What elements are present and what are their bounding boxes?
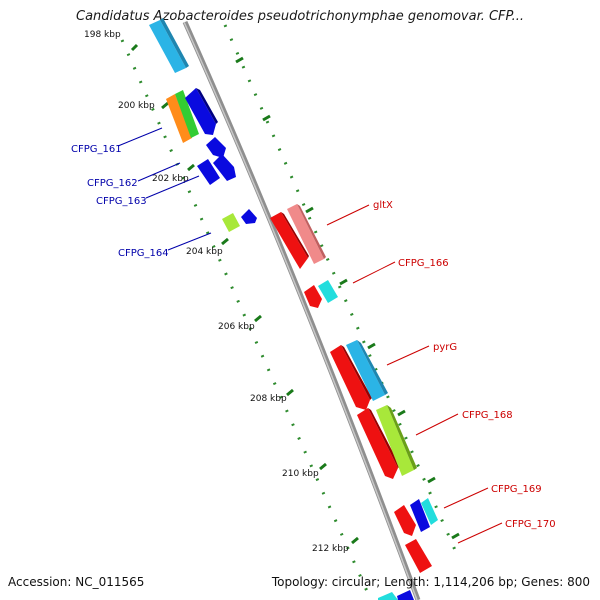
gene-cfpg166-red[interactable] [304,285,322,308]
gene-bottom-partial[interactable] [378,590,414,600]
gene-gltx-pink[interactable] [287,204,326,264]
map-title: Candidatus Azobacteroides pseudotrichony… [76,9,524,24]
label-cfpg166[interactable]: CFPG_166 [398,258,449,269]
kbp-label-210: 210 kbp [282,469,319,479]
gene-orange[interactable] [166,94,192,143]
gene-cfpg168-red[interactable] [357,408,400,479]
gene-top-skyblue[interactable] [149,18,189,73]
kbp-label-206: 206 kbp [218,322,255,332]
label-cfpg168[interactable]: CFPG_168 [462,410,513,421]
gene-cfpg163[interactable] [213,154,236,181]
gene-cfpg168-lime[interactable] [376,405,417,476]
label-cfpg163[interactable]: CFPG_163 [96,196,147,207]
gene-cfpg166-cyan[interactable] [318,280,338,303]
label-cfpg169[interactable]: CFPG_169 [491,484,542,495]
genome-backbone [182,20,421,600]
gene-cfpg169-blue[interactable] [410,499,430,532]
genome-stats-text: Topology: circular; Length: 1,114,206 bp… [271,575,590,589]
gene-cfpg169-cyan[interactable] [421,498,438,525]
leader-lines-right [326,204,503,544]
gene-cfpg164-lime[interactable] [222,213,240,232]
gene-cfpg170-red[interactable] [405,539,432,573]
gene-cfpg161[interactable] [185,88,218,135]
kbp-label-198: 198 kbp [84,30,121,40]
label-gltx[interactable]: gltX [373,200,393,211]
gene-cfpg164-blue[interactable] [241,209,257,224]
kbp-label-200: 200 kbp [118,101,155,111]
kbp-label-204: 204 kbp [186,247,223,257]
gene-green[interactable] [175,90,199,138]
label-pyrg[interactable]: pyrG [433,342,457,353]
leader-lines-left [117,127,212,251]
label-cfpg162[interactable]: CFPG_162 [87,178,138,189]
tick-ring-outer [120,39,372,599]
label-cfpg164[interactable]: CFPG_164 [118,248,169,259]
kbp-label-208: 208 kbp [250,394,287,404]
kbp-label-202: 202 kbp [152,174,189,184]
gene-cfpg169-red[interactable] [394,505,416,536]
label-cfpg161[interactable]: CFPG_161 [71,144,122,155]
gene-gltx-red[interactable] [270,212,309,269]
major-ticks [130,43,460,545]
gene-cfpg162b[interactable] [197,159,220,185]
tick-ring-inner [223,24,457,551]
gene-pyrg-red[interactable] [330,345,372,410]
label-cfpg170[interactable]: CFPG_170 [505,519,556,530]
kbp-label-212: 212 kbp [312,544,349,554]
gene-cfpg162a[interactable] [206,137,226,158]
accession-text: Accession: NC_011565 [8,575,145,589]
gene-pyrg-skyblue[interactable] [346,340,388,401]
